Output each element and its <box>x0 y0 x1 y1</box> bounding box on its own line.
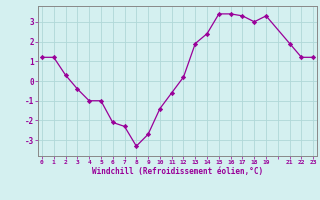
X-axis label: Windchill (Refroidissement éolien,°C): Windchill (Refroidissement éolien,°C) <box>92 167 263 176</box>
